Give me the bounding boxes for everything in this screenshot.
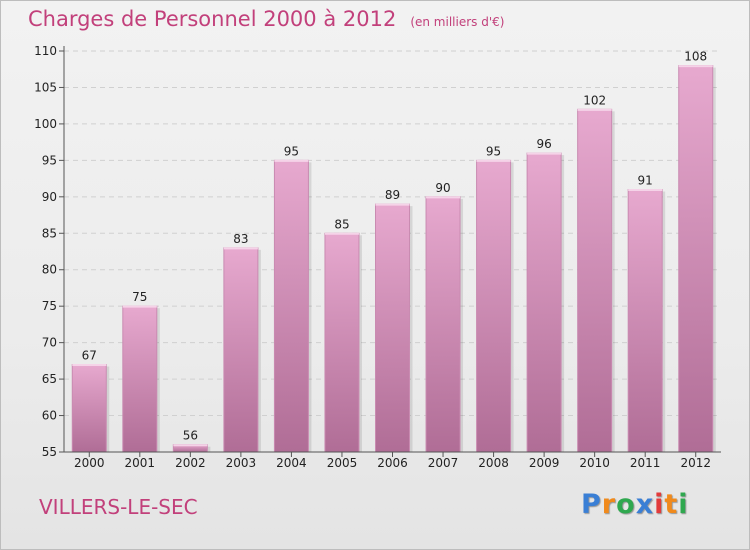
data-label-2000: 67 [82,349,97,363]
bar-2004 [273,159,309,453]
logo-letter: t [664,489,679,520]
logo-letter: x [635,489,655,520]
data-label-2009: 96 [536,137,551,151]
data-label-2001: 75 [132,290,147,304]
x-tick-label: 2010 [579,456,610,470]
data-label-2004: 95 [284,144,299,158]
x-tick-label: 2000 [74,456,105,470]
x-tick-label: 2012 [680,456,711,470]
x-tick-label: 2008 [478,456,509,470]
data-label-2002: 56 [183,429,198,443]
data-label-2007: 90 [435,181,450,195]
labels: 55 60 65 70 75 80 85 90 95 100 105 110 2000 67 2001 75 2… [34,44,711,470]
bar-2010 [577,108,613,453]
bar-2000 [71,364,107,453]
axes [59,46,721,457]
logo-letter: i [678,489,689,520]
bar-2001 [122,305,158,453]
bars [71,65,716,453]
bar-2005 [324,232,360,453]
commune-name: VILLERS-LE-SEC [39,495,198,519]
chart-title: Charges de Personnel 2000 à 2012 (en mill… [28,7,504,31]
y-tick-label: 80 [42,263,57,277]
data-label-2005: 85 [334,217,349,231]
y-tick-label: 70 [42,336,57,350]
x-tick-label: 2005 [327,456,358,470]
logo-letter: P [581,489,602,520]
data-label-2011: 91 [638,174,653,188]
x-tick-label: 2006 [377,456,408,470]
x-tick-label: 2007 [428,456,459,470]
y-tick-label: 100 [34,117,57,131]
data-label-2012: 108 [684,50,707,64]
bar-2011 [627,189,663,453]
bar-2007 [425,196,461,453]
y-tick-label: 65 [42,372,57,386]
logo-letter: r [601,489,617,520]
data-label-2010: 102 [583,93,606,107]
bar-2008 [476,159,512,453]
y-tick-label: 75 [42,299,57,313]
x-tick-label: 2009 [529,456,560,470]
y-tick-label: 95 [42,153,57,167]
proxiti-logo[interactable]: Proxiti [581,489,689,520]
data-label-2003: 83 [233,232,248,246]
x-tick-label: 2011 [630,456,661,470]
y-tick-label: 105 [34,80,57,94]
chart-subtitle: (en milliers d'€) [410,15,505,29]
logo-letter: i [654,489,665,520]
data-label-2008: 95 [486,144,501,158]
y-tick-label: 85 [42,226,57,240]
x-tick-label: 2003 [226,456,257,470]
y-tick-label: 90 [42,190,57,204]
x-tick-label: 2004 [276,456,307,470]
bar-2006 [375,203,410,453]
bar-2003 [223,247,259,453]
data-label-2006: 89 [385,188,400,202]
bar-2009 [526,152,562,453]
x-tick-label: 2002 [175,456,206,470]
logo-letter: o [616,489,636,520]
bar-2012 [678,65,714,453]
y-tick-label: 55 [42,445,57,459]
chart-title-text: Charges de Personnel 2000 à 2012 [28,7,397,31]
y-tick-label: 60 [42,409,57,423]
x-tick-label: 2001 [125,456,156,470]
y-tick-label: 110 [34,44,57,58]
